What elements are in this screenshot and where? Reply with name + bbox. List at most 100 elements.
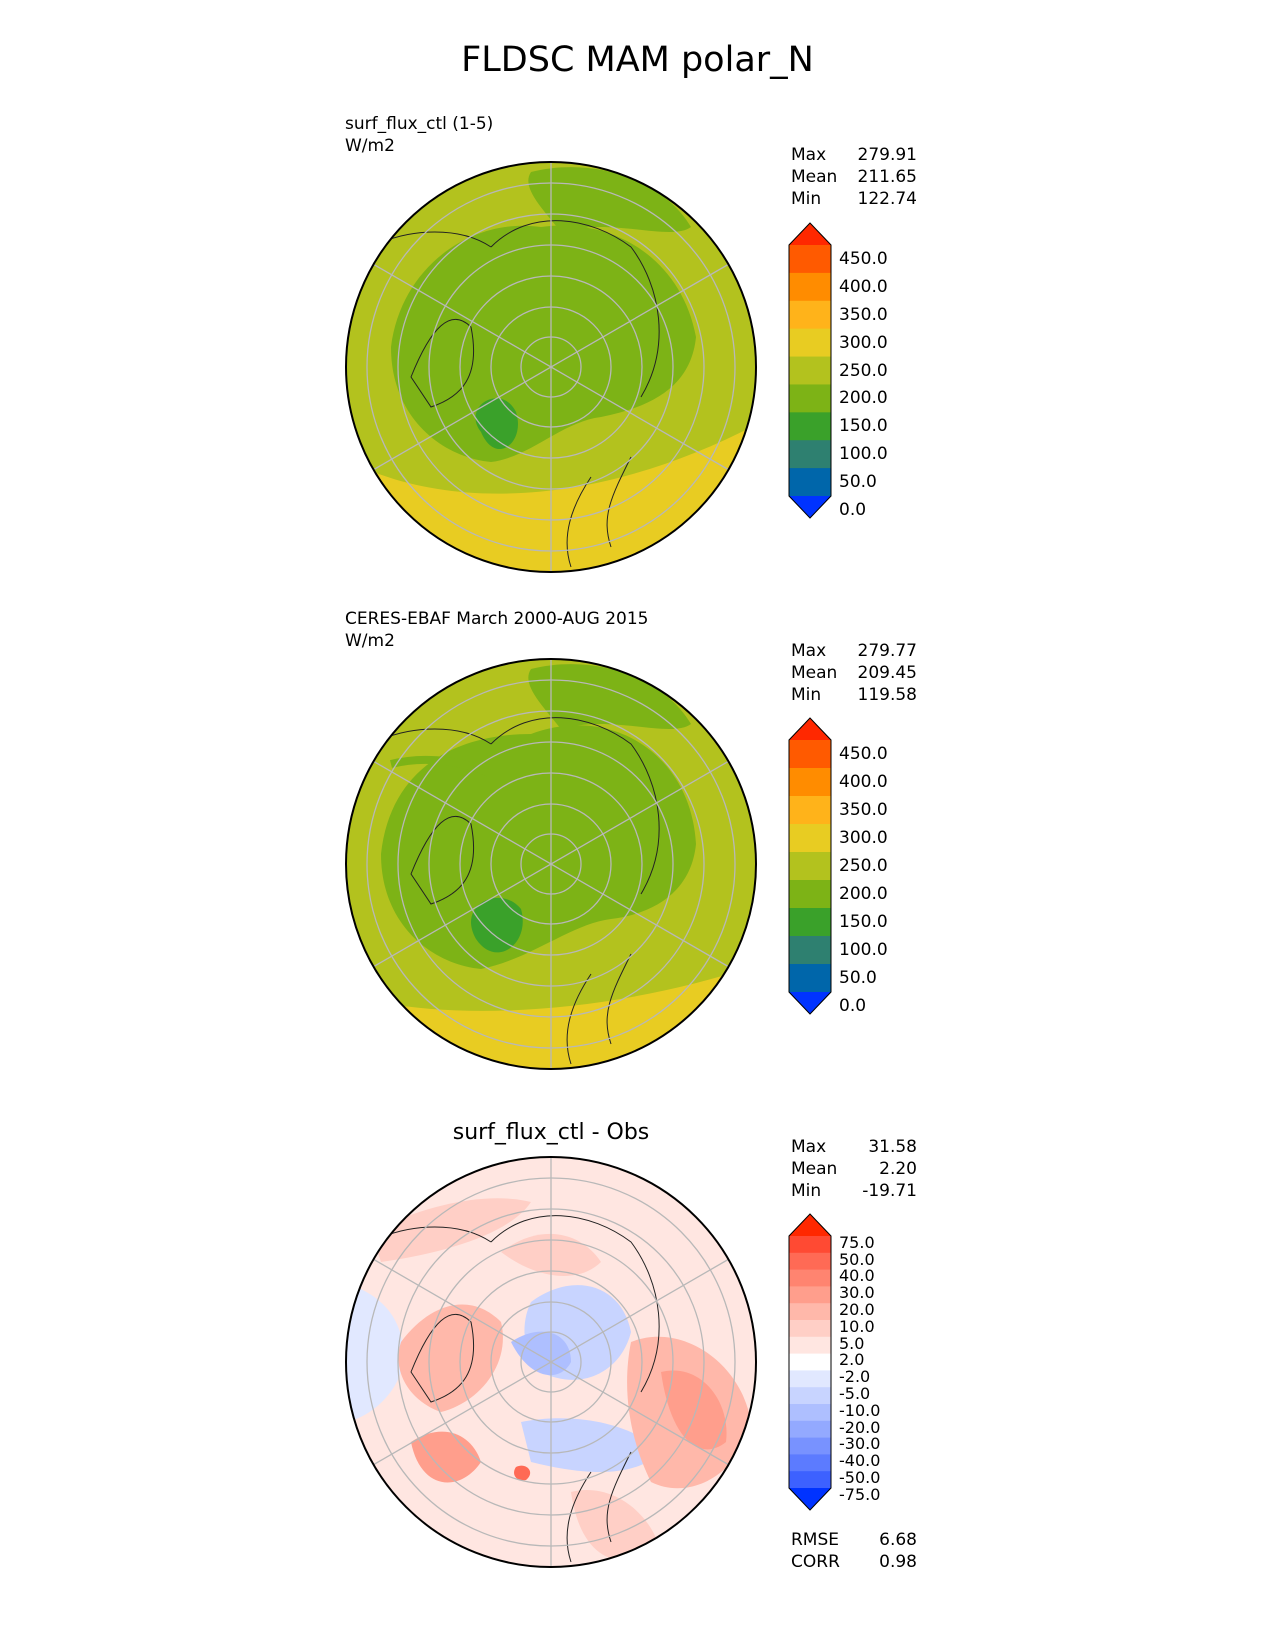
colorbar-segment <box>789 440 831 469</box>
colorbar-segment <box>789 1252 831 1271</box>
colorbar-outline <box>788 717 832 1015</box>
colorbar-segment <box>789 1387 831 1405</box>
colorbar-segment <box>789 1404 831 1422</box>
stat-value: -19.71 <box>862 1181 917 1201</box>
metric-value: 0.98 <box>879 1552 917 1572</box>
panel3-colorbar: 75.0 50.0 40.0 30.0 20.0 10.0 5.0 2.0 -2.0 -5.0 -1… <box>788 1213 939 1511</box>
stat-label: Mean <box>791 1159 838 1179</box>
panel2-polar-map <box>345 658 757 1070</box>
stat-value: 119.58 <box>857 685 917 705</box>
stat-value: 209.45 <box>857 663 917 683</box>
colorbar-tick-label: 50.0 <box>839 1249 875 1269</box>
colorbar-segment <box>789 272 831 302</box>
stat-max: Max 279.91 <box>791 144 917 166</box>
stat-label: Min <box>791 1181 822 1201</box>
colorbar-tick-label: 450.0 <box>839 248 888 269</box>
colorbar-tick-label: 5.0 <box>839 1333 865 1353</box>
colorbar-segment <box>789 1320 831 1338</box>
colorbar-segment <box>789 908 831 937</box>
stat-mean: Mean 211.65 <box>791 166 917 188</box>
colorbar-tick-label: -5.0 <box>839 1384 871 1404</box>
panel1-colorbar: 450.0 400.0 350.0 300.0 250.0 200.0 150.0 100.0… <box>788 222 939 520</box>
stat-value: 31.58 <box>868 1137 917 1157</box>
colorbar-segment <box>789 852 831 881</box>
stat-label: Mean <box>791 663 838 683</box>
colorbar-tick-label: -50.0 <box>839 1468 881 1488</box>
colorbar-tick-label: 75.0 <box>839 1232 875 1252</box>
stat-value: 122.74 <box>857 189 917 209</box>
colorbar-tick-label: 10.0 <box>839 1316 875 1336</box>
colorbar-tick-label: 150.0 <box>839 912 888 932</box>
colorbar-segment <box>789 245 831 274</box>
stat-max: Max 279.77 <box>791 640 917 662</box>
stat-label: Max <box>791 1137 827 1157</box>
colorbar-bottom-extension <box>789 992 831 1014</box>
colorbar-tick-label: -2.0 <box>839 1367 871 1387</box>
colorbar-tick-label: 350.0 <box>839 800 888 820</box>
colorbar-segment <box>789 1437 831 1455</box>
panel2-title: CERES-EBAF March 2000-AUG 2015 <box>345 609 649 629</box>
panel1-title: surf_flux_ctl (1-5) <box>345 114 494 134</box>
stat-label: Min <box>791 189 822 209</box>
colorbar-segment <box>789 1236 831 1254</box>
panel1-stats: Max 279.91 Mean 211.65 Min 122.74 <box>791 144 917 210</box>
colorbar-graphic <box>788 222 832 519</box>
stat-label: Max <box>791 641 827 661</box>
stat-max: Max 31.58 <box>791 1136 917 1158</box>
colorbar-segment <box>789 936 831 965</box>
panel2-colorbar: 450.0 400.0 350.0 300.0 250.0 200.0 150.0 100.0… <box>788 717 939 1016</box>
colorbar-segment <box>789 1353 831 1371</box>
panel3-title: surf_flux_ctl - Obs <box>452 1120 650 1145</box>
colorbar-top-extension <box>789 1214 831 1236</box>
stat-value: 2.20 <box>879 1159 917 1179</box>
colorbar-segment <box>789 1336 831 1355</box>
colorbar-segment <box>789 824 831 853</box>
stat-value: 279.77 <box>857 641 917 661</box>
panel1-polar-map <box>345 161 757 573</box>
colorbar-tick-label: -20.0 <box>839 1417 881 1437</box>
colorbar-tick-label: 0.0 <box>839 996 867 1016</box>
colorbar-tick-label: 300.0 <box>839 828 888 848</box>
colorbar-tick-label: 40.0 <box>839 1266 875 1286</box>
stat-value: 279.91 <box>857 145 917 165</box>
colorbar-tick-label: 350.0 <box>839 304 888 325</box>
stat-value: 211.65 <box>857 167 917 187</box>
colorbar-tick-label: 20.0 <box>839 1300 875 1320</box>
stat-label: Max <box>791 145 827 165</box>
colorbar-segment <box>789 1370 831 1388</box>
colorbar-tick-label: -30.0 <box>839 1434 881 1454</box>
panel3-polar-map <box>345 1156 757 1568</box>
stat-min: Min -19.71 <box>791 1180 917 1202</box>
colorbar-outline <box>788 222 832 519</box>
colorbar-tick-label: 50.0 <box>839 968 877 988</box>
panel1-units: W/m2 <box>345 136 395 156</box>
colorbar-segment <box>789 1303 831 1321</box>
colorbar-segment <box>789 1269 831 1287</box>
colorbar-tick-label: 2.0 <box>839 1350 865 1370</box>
colorbar-segment <box>789 1471 831 1489</box>
colorbar-tick-label: 0.0 <box>839 499 867 520</box>
panel3-metrics: RMSE 6.68 CORR 0.98 <box>791 1529 917 1573</box>
colorbar-tick-label: 250.0 <box>839 856 888 876</box>
colorbar-tick-label: 250.0 <box>839 360 888 381</box>
metric-label: RMSE <box>791 1530 840 1550</box>
colorbar-outline <box>788 1213 832 1511</box>
colorbar-tick-label: 200.0 <box>839 884 888 904</box>
colorbar-segment <box>789 740 831 769</box>
colorbar-tick-label: 150.0 <box>839 416 888 437</box>
colorbar-segment <box>789 964 831 993</box>
colorbar-top-extension <box>789 223 831 245</box>
colorbar-segment <box>789 356 831 385</box>
metric-corr: CORR 0.98 <box>791 1551 917 1573</box>
colorbar-segment <box>789 412 831 441</box>
stat-mean: Mean 209.45 <box>791 662 917 684</box>
colorbar-graphic <box>788 1213 832 1511</box>
colorbar-tick-label: 100.0 <box>839 940 888 960</box>
colorbar-segment <box>789 1420 831 1439</box>
colorbar-segment <box>789 1454 831 1472</box>
colorbar-tick-label: -40.0 <box>839 1451 881 1471</box>
panel3-stats: Max 31.58 Mean 2.20 Min -19.71 <box>791 1136 917 1202</box>
colorbar-segment <box>789 384 831 413</box>
colorbar-tick-label: -10.0 <box>839 1400 881 1420</box>
colorbar-segment <box>789 468 831 497</box>
